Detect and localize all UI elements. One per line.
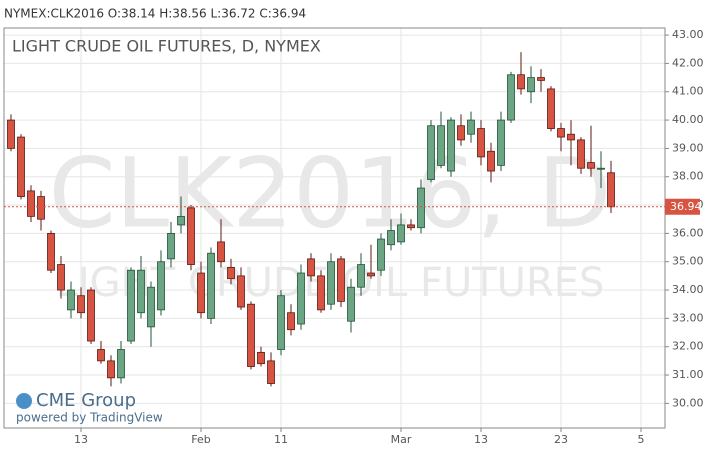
candle-body: [497, 119, 505, 166]
candle-body: [117, 349, 125, 379]
candle-body: [157, 261, 165, 311]
candle-body: [27, 190, 35, 217]
candle-body: [537, 77, 545, 81]
last-price-label: 36.94: [670, 200, 702, 213]
candle-body: [247, 303, 255, 367]
candle-body: [97, 349, 105, 362]
candle-body: [217, 241, 225, 263]
candle-body: [447, 119, 455, 172]
candle-body: [567, 133, 575, 141]
candle-body: [507, 74, 515, 121]
candle-body: [457, 125, 465, 141]
candle-body: [407, 224, 415, 229]
candle-body: [597, 167, 605, 170]
y-tick-label: 34.00: [672, 283, 704, 296]
candle-body: [307, 258, 315, 277]
brand: CME Group: [36, 390, 136, 411]
candle-body: [297, 272, 305, 325]
candle-body: [17, 136, 25, 197]
candle-body: [577, 139, 585, 169]
x-tick-label: 5: [638, 433, 645, 446]
candle-body: [367, 272, 375, 277]
y-tick-label: 41.00: [672, 85, 704, 98]
x-tick-label: Mar: [391, 433, 412, 446]
brand-logo: [16, 393, 32, 409]
candle-body: [257, 351, 265, 365]
y-tick-label: 33.00: [672, 311, 704, 324]
candles: [7, 52, 615, 387]
candle-body: [87, 289, 95, 342]
candle-body: [517, 74, 525, 90]
candle-body: [487, 150, 495, 172]
y-tick-label: 30.00: [672, 396, 704, 409]
candle-body: [7, 119, 15, 149]
watermark: CLK2016, D: [49, 137, 612, 249]
candle-body: [417, 187, 425, 229]
x-tick-label: 13: [474, 433, 488, 446]
candle-body: [557, 128, 565, 138]
candle-body: [397, 224, 405, 243]
candle-body: [337, 258, 345, 302]
candle-body: [197, 272, 205, 314]
candle-body: [377, 238, 385, 271]
x-tick-label: 13: [74, 433, 88, 446]
candle-body: [347, 286, 355, 322]
candle-body: [587, 162, 595, 169]
candle-body: [357, 264, 365, 288]
candle-body: [167, 232, 175, 260]
x-tick-label: Feb: [191, 433, 210, 446]
candle-body: [607, 172, 615, 208]
y-tick-label: 38.00: [672, 170, 704, 183]
candle-body: [207, 252, 215, 319]
header: NYMEX:CLK2016 O:38.14 H:38.56 L:36.72 C:…: [4, 7, 306, 21]
chart-title: LIGHT CRUDE OIL FUTURES, D, NYMEX: [12, 37, 321, 56]
y-tick-label: 39.00: [672, 141, 704, 154]
candle-body: [327, 261, 335, 305]
x-tick-label: 11: [274, 433, 288, 446]
brand-note: powered by TradingView: [16, 411, 163, 425]
candle-body: [37, 196, 45, 220]
candle-body: [77, 295, 85, 314]
candle-body: [437, 125, 445, 166]
candle-body: [107, 360, 115, 379]
y-tick-label: 43.00: [672, 28, 704, 41]
candle-body: [57, 264, 65, 291]
candle-body: [147, 286, 155, 328]
candle-body: [267, 360, 275, 384]
y-tick-label: 40.00: [672, 113, 704, 126]
candle-body: [177, 215, 185, 226]
candle-body: [477, 128, 485, 158]
candle-body: [427, 125, 435, 180]
candle-body: [137, 269, 145, 314]
candle-body: [227, 266, 235, 280]
y-tick-label: 35.00: [672, 255, 704, 268]
candle-body: [467, 119, 475, 135]
candle-body: [127, 269, 135, 342]
x-tick-label: 23: [554, 433, 568, 446]
y-tick-label: 36.00: [672, 226, 704, 239]
candle-body: [277, 295, 285, 350]
candle-body: [527, 77, 535, 93]
candle-body: [287, 312, 295, 331]
plot-border: [3, 27, 666, 429]
y-tick-label: 42.00: [672, 56, 704, 69]
y-tick-label: 32.00: [672, 340, 704, 353]
y-tick-label: 31.00: [672, 368, 704, 381]
candle-body: [547, 88, 555, 129]
candle-body: [317, 275, 325, 311]
candle-body: [67, 289, 75, 311]
candle-body: [47, 232, 55, 271]
candle-body: [187, 207, 195, 265]
last-price-box: [665, 198, 700, 215]
candle-body: [387, 230, 395, 246]
candle-body: [237, 275, 245, 308]
